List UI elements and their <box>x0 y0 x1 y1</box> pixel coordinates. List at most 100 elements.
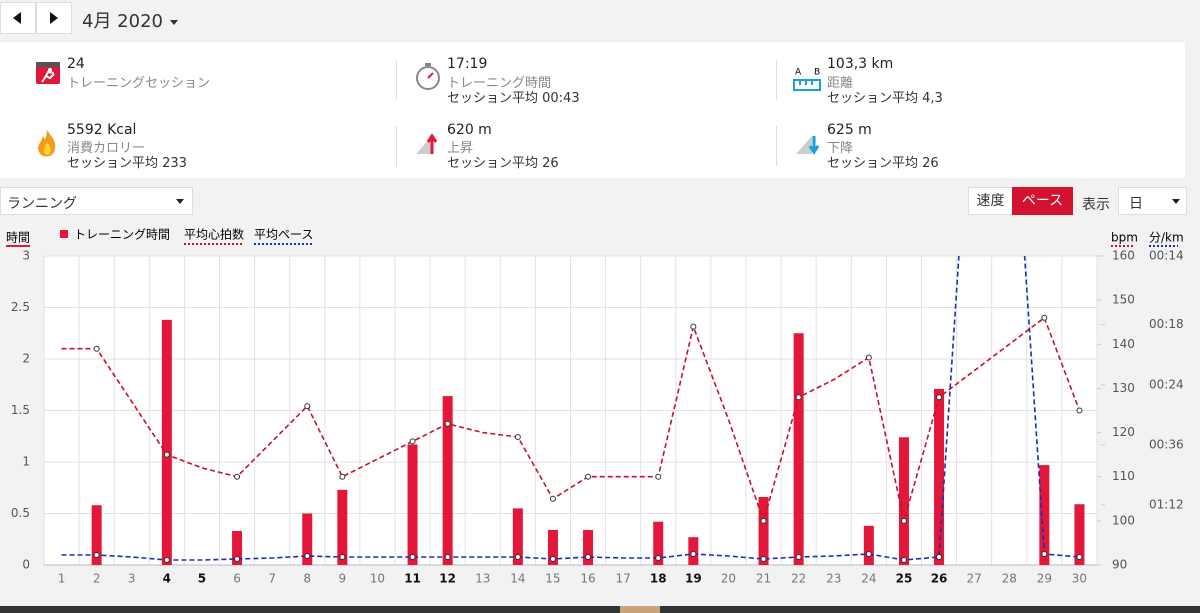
month-title-text: 4月 2020 <box>82 11 163 32</box>
x-tick-label: 26 <box>931 572 948 586</box>
y-tick-label: 1 <box>22 455 30 469</box>
month-title[interactable]: 4月 2020 <box>82 7 179 33</box>
pace-button[interactable]: ペース <box>1012 187 1073 215</box>
point <box>234 556 241 562</box>
point <box>900 556 907 563</box>
y-tick-label: 3 <box>22 249 30 263</box>
y3-tick-label: 00:36 <box>1149 437 1184 451</box>
y2-tick-label: 100 <box>1112 513 1135 527</box>
x-tick-label: 29 <box>1037 572 1052 586</box>
legend-swatch <box>60 230 68 238</box>
point <box>760 556 767 562</box>
point <box>1041 314 1048 321</box>
bar <box>1074 504 1085 565</box>
y2-axis-label: bpm <box>1111 231 1138 245</box>
y3-tick-label: 00:18 <box>1149 317 1184 331</box>
bar <box>91 505 102 565</box>
y3-axis-label: 分/km <box>1149 231 1184 245</box>
view-select[interactable]: 日 <box>1118 187 1187 215</box>
descent-icon <box>796 136 820 155</box>
y2-tick-label: 140 <box>1112 337 1135 351</box>
stats-panel: 24 トレーニングセッション 17:19 トレーニング時間 セッション平均 00… <box>0 42 1185 178</box>
stat-label: 距離 <box>827 76 854 91</box>
bar <box>934 388 945 565</box>
x-tick-label: 16 <box>580 572 595 586</box>
y3-tick-label: 00:14 <box>1149 249 1184 263</box>
bar <box>442 396 453 565</box>
point <box>304 403 311 410</box>
bottom-bar <box>0 606 1200 613</box>
x-tick-label: 19 <box>685 572 702 586</box>
y2-tick-label: 130 <box>1112 381 1135 395</box>
stat-label: 消費カロリー <box>67 141 146 156</box>
point <box>409 438 416 445</box>
stat-value: 625 m <box>827 122 872 138</box>
y3-tick-label: 00:24 <box>1149 377 1184 391</box>
y-axis-label: 時間 <box>6 231 30 245</box>
y-tick-label: 0.5 <box>11 506 30 520</box>
stat-value: 5592 Kcal <box>67 122 137 138</box>
bar <box>898 437 909 565</box>
point <box>444 420 451 427</box>
next-button[interactable] <box>36 2 72 34</box>
legend-label: 平均ペース <box>254 228 313 242</box>
x-tick-label: 5 <box>198 572 206 586</box>
speed-button[interactable]: 速度 <box>968 187 1013 215</box>
point <box>936 394 943 401</box>
point <box>409 554 416 561</box>
point <box>1076 407 1083 414</box>
x-tick-label: 8 <box>303 572 311 586</box>
y-tick-label: 2 <box>22 352 30 366</box>
bar <box>232 531 243 565</box>
point <box>690 323 697 330</box>
point <box>304 553 311 560</box>
sport-select-text: ランニング <box>7 196 77 212</box>
x-tick-label: 12 <box>439 572 456 586</box>
point <box>936 554 943 561</box>
bar <box>161 319 172 565</box>
stat-sub: セッション平均 26 <box>827 156 939 171</box>
bar <box>1039 465 1050 565</box>
y2-tick-label: 160 <box>1112 249 1135 263</box>
y2-tick-label: 110 <box>1112 469 1135 483</box>
point <box>795 394 802 401</box>
bottom-bar-accent <box>620 606 660 613</box>
y3-tick-label: 01:12 <box>1149 497 1184 511</box>
y2-tick-label: 90 <box>1112 558 1127 572</box>
sport-select[interactable]: ランニング <box>0 187 193 215</box>
y2-tick-label: 150 <box>1112 293 1135 307</box>
stat-label: トレーニングセッション <box>67 76 211 91</box>
point <box>690 550 697 557</box>
point <box>163 556 170 563</box>
point <box>865 550 872 557</box>
view-label: 表示 <box>1082 197 1110 213</box>
x-tick-label: 4 <box>163 572 171 586</box>
bar <box>407 444 418 565</box>
point <box>655 473 662 480</box>
x-tick-label: 10 <box>370 572 385 586</box>
x-tick-label: 11 <box>404 572 421 586</box>
x-tick-label: 3 <box>128 572 136 586</box>
point <box>760 517 767 524</box>
legend-label: トレーニング時間 <box>74 228 170 242</box>
point <box>339 554 346 561</box>
x-tick-label: 17 <box>616 572 631 586</box>
bar <box>337 489 348 565</box>
calories-icon <box>38 130 56 157</box>
x-tick-label: 28 <box>1002 572 1017 586</box>
x-tick-label: 18 <box>650 572 667 586</box>
bar <box>863 525 874 565</box>
view-select-text: 日 <box>1129 196 1143 212</box>
month-caret <box>169 20 178 25</box>
next-icon <box>50 12 58 24</box>
point <box>339 473 346 480</box>
bar <box>302 513 313 565</box>
y-tick-label: 0 <box>22 558 30 572</box>
ascent-icon <box>416 133 438 154</box>
point <box>585 473 592 480</box>
x-tick-label: 6 <box>233 572 241 586</box>
x-tick-label: 24 <box>861 572 876 586</box>
prev-button[interactable] <box>0 2 36 34</box>
